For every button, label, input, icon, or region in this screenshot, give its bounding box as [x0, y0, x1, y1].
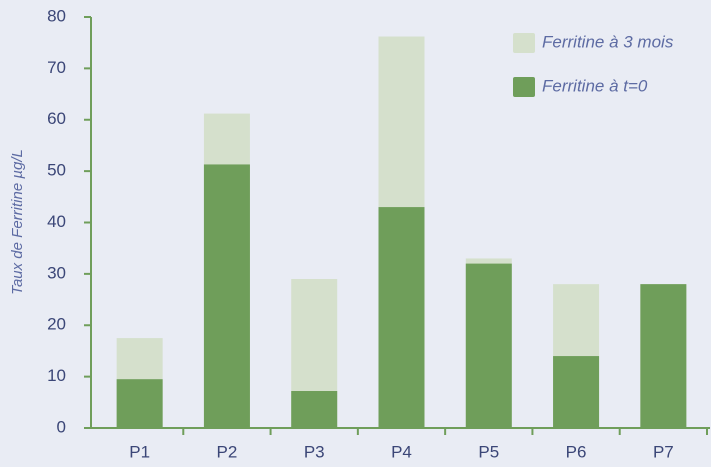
y-tick-label: 50 [47, 161, 66, 180]
x-tick-label: P1 [129, 442, 150, 461]
bar [640, 284, 687, 428]
legend-label: Ferritine à t=0 [542, 76, 648, 95]
legend-label: Ferritine à 3 mois [542, 32, 674, 51]
y-tick-label: 30 [47, 263, 66, 282]
legend-swatch [513, 77, 535, 97]
x-tick-label: P7 [653, 442, 674, 461]
bar [203, 164, 250, 429]
legend-swatch [513, 33, 535, 53]
y-tick-label: 80 [47, 6, 66, 25]
bar [291, 391, 338, 428]
bar [378, 207, 425, 428]
y-tick-label: 40 [47, 212, 66, 231]
x-tick-label: P2 [217, 442, 238, 461]
y-tick-label: 70 [47, 58, 66, 77]
x-tick-label: P5 [478, 442, 499, 461]
y-axis-label: Taux de Ferritine µg/L [9, 149, 26, 295]
bar [553, 356, 600, 428]
x-tick-label: P3 [304, 442, 325, 461]
y-tick-label: 10 [47, 366, 66, 385]
bar [116, 379, 163, 428]
y-tick-label: 60 [47, 109, 66, 128]
bar [465, 263, 512, 428]
y-tick-label: 20 [47, 315, 66, 334]
y-tick-label: 0 [57, 417, 66, 436]
x-tick-label: P4 [391, 442, 412, 461]
x-tick-label: P6 [566, 442, 587, 461]
